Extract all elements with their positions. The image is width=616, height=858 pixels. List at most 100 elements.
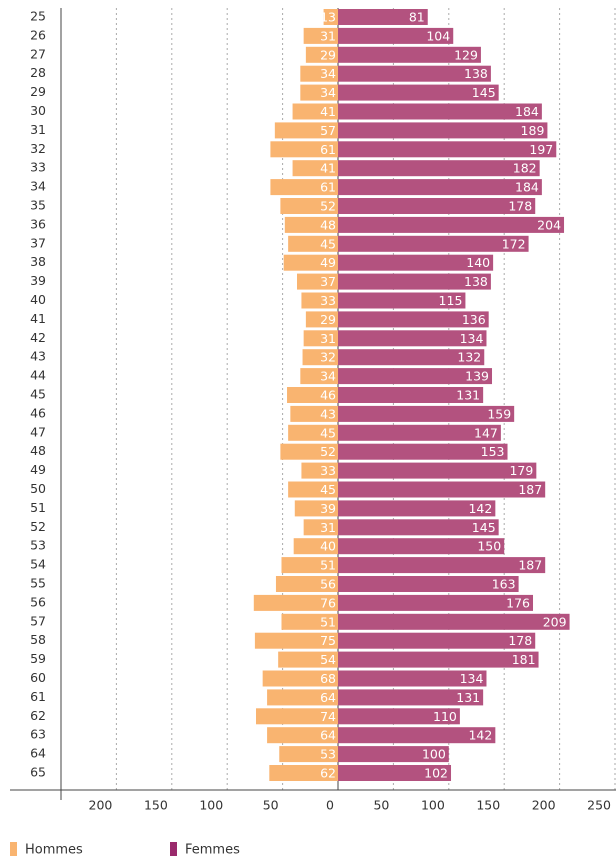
bar — [279, 746, 338, 763]
y-tick-label: 55 — [30, 576, 46, 591]
data-label: 138 — [464, 274, 488, 289]
bar — [278, 651, 338, 668]
bar — [338, 557, 546, 574]
bar — [338, 613, 570, 630]
data-label: 184 — [515, 180, 539, 195]
data-label: 197 — [529, 142, 553, 157]
legend-swatch — [10, 842, 17, 856]
bar — [338, 405, 515, 422]
data-label: 31 — [320, 520, 336, 535]
bar — [338, 443, 508, 460]
bar — [281, 557, 338, 574]
data-label: 142 — [468, 728, 492, 743]
bar — [338, 746, 449, 763]
data-label: 102 — [424, 766, 448, 781]
y-tick-label: 48 — [30, 443, 46, 458]
data-label: 209 — [543, 614, 567, 629]
bar — [253, 594, 338, 611]
data-label: 184 — [515, 104, 539, 119]
bar — [338, 632, 536, 649]
data-label: 138 — [464, 66, 488, 81]
bar — [283, 254, 338, 271]
y-tick-label: 64 — [30, 746, 46, 761]
bar — [303, 519, 338, 536]
bar — [302, 349, 338, 366]
bar — [338, 84, 499, 101]
bar — [269, 765, 338, 781]
x-tick-label: 50 — [373, 798, 389, 813]
data-label: 31 — [320, 331, 336, 346]
y-tick-label: 39 — [30, 273, 46, 288]
bar — [338, 9, 428, 25]
bar — [301, 462, 338, 479]
y-tick-label: 29 — [30, 84, 46, 99]
data-label: 132 — [457, 350, 481, 365]
legend-label: Hommes — [25, 843, 83, 858]
bar — [300, 84, 338, 101]
data-label: 56 — [320, 577, 336, 592]
y-tick-label: 46 — [30, 405, 46, 420]
data-label: 159 — [487, 406, 511, 421]
y-tick-label: 62 — [30, 708, 46, 723]
data-label: 76 — [320, 595, 336, 610]
data-label: 33 — [320, 463, 336, 478]
bar — [256, 708, 338, 725]
data-label: 46 — [320, 388, 336, 403]
data-label: 68 — [320, 671, 336, 686]
bar — [338, 141, 557, 158]
bar — [338, 216, 565, 233]
y-tick-label: 35 — [30, 198, 46, 213]
data-label: 31 — [320, 28, 336, 43]
x-tick-label: 100 — [199, 798, 223, 813]
bar — [338, 594, 534, 611]
y-tick-label: 49 — [30, 462, 46, 477]
bar — [287, 387, 338, 403]
bar — [294, 500, 338, 517]
bar — [338, 27, 454, 44]
data-label: 145 — [472, 520, 496, 535]
data-label: 53 — [320, 747, 336, 762]
y-tick-label: 36 — [30, 216, 46, 231]
data-label: 29 — [320, 312, 336, 327]
bar — [288, 481, 338, 498]
bar — [280, 198, 338, 214]
bar — [270, 179, 338, 196]
y-tick-label: 41 — [30, 311, 46, 326]
y-tick-label: 47 — [30, 424, 46, 439]
data-label: 34 — [320, 66, 336, 81]
bar — [338, 179, 542, 196]
x-tick-label: 100 — [421, 798, 445, 813]
data-label: 163 — [492, 577, 516, 592]
data-label: 204 — [537, 217, 561, 232]
data-label: 150 — [477, 539, 501, 554]
bar — [303, 330, 338, 347]
bar — [338, 670, 487, 687]
data-label: 115 — [439, 293, 463, 308]
y-tick-label: 40 — [30, 292, 46, 307]
y-tick-label: 45 — [30, 387, 46, 402]
bar — [338, 198, 536, 214]
y-tick-label: 59 — [30, 651, 46, 666]
bar — [338, 519, 499, 536]
y-tick-label: 30 — [30, 103, 46, 118]
y-tick-label: 51 — [30, 500, 46, 515]
data-label: 41 — [320, 104, 336, 119]
bar — [281, 613, 338, 630]
bar — [292, 103, 338, 120]
y-tick-label: 43 — [30, 349, 46, 364]
data-label: 110 — [433, 709, 457, 724]
bar — [293, 538, 338, 555]
data-label: 187 — [518, 482, 542, 497]
data-label: 176 — [506, 595, 530, 610]
bar — [290, 405, 338, 422]
data-label: 52 — [320, 444, 336, 459]
data-label: 181 — [512, 652, 536, 667]
data-label: 33 — [320, 293, 336, 308]
bar — [338, 462, 537, 479]
bar — [338, 235, 529, 252]
data-label: 140 — [466, 255, 490, 270]
data-label: 145 — [472, 85, 496, 100]
bar — [301, 292, 338, 309]
bar — [270, 141, 338, 158]
data-label: 51 — [320, 614, 336, 629]
